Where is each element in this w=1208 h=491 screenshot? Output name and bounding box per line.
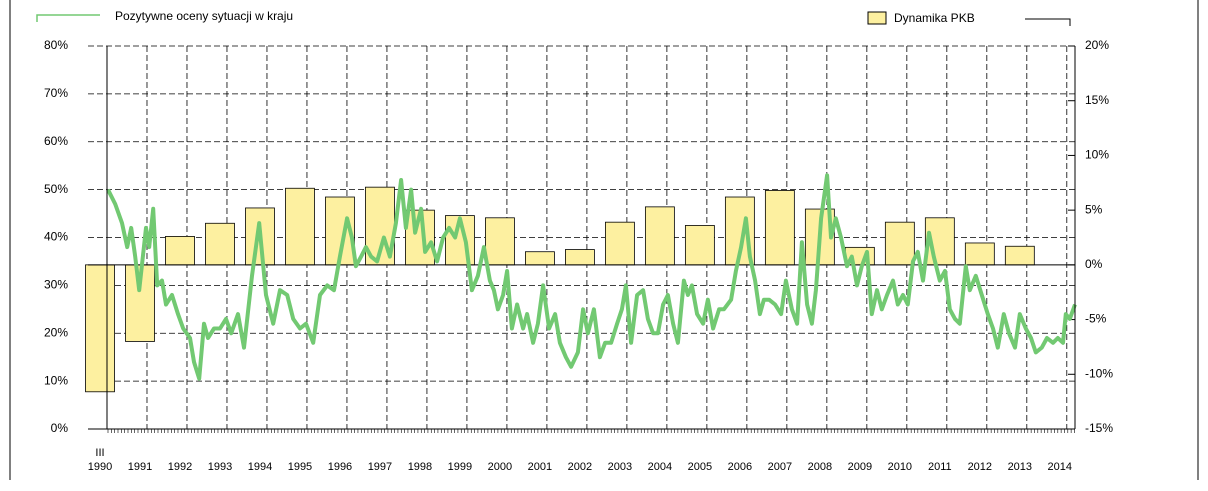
x-tick-label: 2009 xyxy=(848,461,872,473)
bar xyxy=(1004,245,1035,266)
x-tick-label: 1995 xyxy=(288,461,312,473)
legend-axis-icon xyxy=(1025,18,1071,26)
bar xyxy=(285,187,315,266)
x-tick-label: 2014 xyxy=(1048,461,1072,473)
bar xyxy=(565,249,595,266)
x-tick-label: 2004 xyxy=(648,461,672,473)
x-tick-label: 2012 xyxy=(968,461,992,473)
x-tick-label: 2001 xyxy=(528,461,552,473)
legend-line-icon xyxy=(36,14,100,22)
bar xyxy=(205,222,235,266)
bar xyxy=(165,236,195,266)
legend-bar-icon xyxy=(867,11,887,25)
x-tick-label: 1999 xyxy=(448,461,472,473)
y2-tick-label: -15% xyxy=(1085,421,1113,435)
y-tick-label: 30% xyxy=(44,278,68,292)
y2-tick-label: 15% xyxy=(1085,93,1109,107)
x-tick-label: 2000 xyxy=(488,461,512,473)
bar xyxy=(764,190,795,266)
y-tick-label: 40% xyxy=(44,230,68,244)
x-tick-label: 2008 xyxy=(808,461,832,473)
bar xyxy=(964,242,995,266)
legend-label: Dynamika PKB xyxy=(894,11,975,25)
x-tick-label: 1996 xyxy=(328,461,352,473)
x-tick-label: 2005 xyxy=(688,461,712,473)
x-tick-label: 1998 xyxy=(408,461,432,473)
bar xyxy=(684,225,715,266)
x-tick-label: 1994 xyxy=(248,461,272,473)
bar xyxy=(245,207,275,266)
legend-label: Pozytywne oceny sytuacji w kraju xyxy=(115,9,293,23)
bar xyxy=(485,217,515,266)
bar xyxy=(644,206,675,266)
x-tick-label: 2013 xyxy=(1008,461,1032,473)
legend: Pozytywne oceny sytuacji w kraju Dynamik… xyxy=(36,9,1071,26)
y2-tick-label: -5% xyxy=(1085,312,1107,326)
start-label: III xyxy=(95,447,104,459)
y2-tick-label: 20% xyxy=(1085,38,1109,52)
y-tick-label: 80% xyxy=(44,38,68,52)
y-tick-label: 70% xyxy=(44,86,68,100)
bar xyxy=(85,264,115,393)
x-tick-label: 2010 xyxy=(888,461,912,473)
x-tick-label: 2007 xyxy=(768,461,792,473)
y-tick-label: 0% xyxy=(51,421,69,435)
y-tick-label: 60% xyxy=(44,134,68,148)
y2-tick-label: 10% xyxy=(1085,148,1109,162)
x-tick-label: 1990 xyxy=(88,461,112,473)
x-tick-label: 2011 xyxy=(928,461,952,473)
y-tick-label: 20% xyxy=(44,325,68,339)
x-tick-label: 1991 xyxy=(128,461,152,473)
line-series xyxy=(106,173,1077,381)
y-tick-label: 50% xyxy=(44,182,68,196)
x-tick-label: 1992 xyxy=(168,461,192,473)
bar xyxy=(604,221,635,266)
y2-tick-label: -10% xyxy=(1085,366,1113,380)
bar xyxy=(525,251,555,266)
x-tick-label: 2003 xyxy=(608,461,632,473)
y2-tick-label: 5% xyxy=(1085,202,1103,216)
x-tick-label: 2006 xyxy=(728,461,752,473)
x-tick-label: 1993 xyxy=(208,461,232,473)
y2-tick-label: 0% xyxy=(1085,257,1103,271)
bar xyxy=(884,221,915,266)
y-tick-label: 10% xyxy=(44,373,68,387)
x-tick-label: 1997 xyxy=(368,461,392,473)
x-tick-label: 2002 xyxy=(568,461,592,473)
